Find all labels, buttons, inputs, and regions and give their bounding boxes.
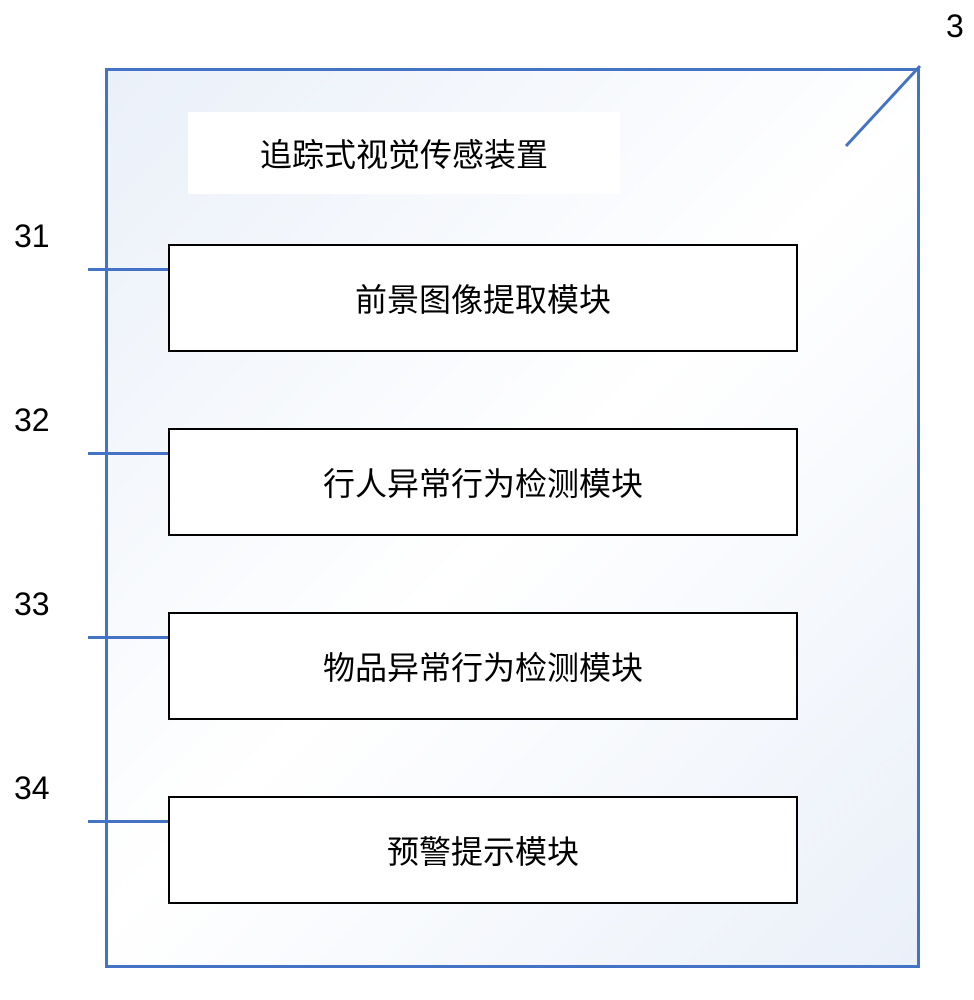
module-box-33: 物品异常行为检测模块 xyxy=(168,612,798,720)
module-ref-label-34: 34 xyxy=(14,770,50,807)
container-ref-label: 3 xyxy=(946,8,964,45)
device-title: 追踪式视觉传感装置 xyxy=(188,112,620,194)
module-label: 预警提示模块 xyxy=(387,827,579,873)
module-ref-label-32: 32 xyxy=(14,402,50,439)
module-label: 行人异常行为检测模块 xyxy=(323,459,643,505)
pointer-line-34 xyxy=(88,820,168,823)
module-label: 物品异常行为检测模块 xyxy=(323,643,643,689)
device-title-text: 追踪式视觉传感装置 xyxy=(260,130,548,176)
module-label: 前景图像提取模块 xyxy=(355,275,611,321)
pointer-line-33 xyxy=(88,636,168,639)
module-box-31: 前景图像提取模块 xyxy=(168,244,798,352)
pointer-line-31 xyxy=(88,268,168,271)
module-ref-label-33: 33 xyxy=(14,586,50,623)
pointer-line-32 xyxy=(88,452,168,455)
module-box-34: 预警提示模块 xyxy=(168,796,798,904)
module-box-32: 行人异常行为检测模块 xyxy=(168,428,798,536)
module-ref-label-31: 31 xyxy=(14,218,50,255)
